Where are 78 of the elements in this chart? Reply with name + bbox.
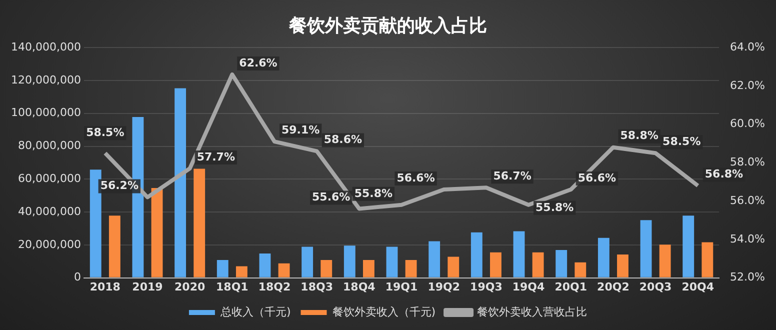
data-label: 58.5% bbox=[86, 126, 124, 139]
bar bbox=[174, 88, 186, 278]
bar bbox=[532, 252, 544, 278]
bar bbox=[302, 246, 314, 278]
bar bbox=[108, 216, 120, 278]
y-tick-label: 80,000,000 bbox=[18, 139, 81, 152]
data-label: 55.8% bbox=[354, 186, 393, 200]
bar bbox=[386, 246, 398, 278]
bar bbox=[556, 250, 568, 278]
bar bbox=[362, 260, 374, 278]
data-label: 59.1% bbox=[282, 123, 320, 136]
bar bbox=[259, 253, 271, 278]
bar bbox=[617, 254, 628, 278]
x-tick-label: 20Q2 bbox=[597, 280, 630, 294]
legend-label: 餐饮外卖收入（千元) bbox=[332, 305, 436, 318]
y-tick-label: 40,000,000 bbox=[18, 204, 81, 218]
bar bbox=[236, 266, 248, 278]
data-label: 56.2% bbox=[100, 179, 138, 192]
bar bbox=[344, 246, 356, 278]
data-label: 62.6% bbox=[239, 56, 278, 70]
bar bbox=[428, 241, 440, 278]
x-tick-label: 18Q2 bbox=[258, 280, 291, 294]
bar bbox=[194, 168, 206, 278]
bar bbox=[448, 256, 460, 278]
data-label: 58.5% bbox=[662, 134, 701, 148]
data-label: 55.6% bbox=[312, 190, 350, 204]
x-tick-label: 19Q2 bbox=[428, 280, 460, 294]
y2-tick-label: 60.0% bbox=[730, 117, 766, 130]
y2-tick-label: 58.0% bbox=[730, 156, 766, 169]
legend-label: 总收入（千元) bbox=[219, 305, 291, 318]
data-label: 58.8% bbox=[620, 129, 658, 142]
chart-title: 餐饮外卖贡献的收入占比 bbox=[288, 15, 487, 36]
x-tick-label: 20Q3 bbox=[639, 280, 672, 294]
bar bbox=[405, 260, 417, 278]
bar bbox=[640, 220, 652, 278]
y-tick-label: 0 bbox=[74, 270, 81, 284]
bar bbox=[682, 216, 694, 278]
y-tick-label: 60,000,000 bbox=[18, 172, 81, 185]
y-tick-label: 140,000,000 bbox=[10, 40, 81, 54]
bar bbox=[513, 231, 525, 278]
x-tick-label: 18Q1 bbox=[216, 280, 248, 294]
bar bbox=[320, 260, 332, 278]
x-tick-label: 20Q1 bbox=[554, 280, 588, 294]
bar bbox=[574, 262, 586, 278]
data-label: 56.6% bbox=[396, 171, 435, 184]
x-tick-label: 18Q4 bbox=[343, 280, 376, 294]
data-label: 56.7% bbox=[493, 170, 532, 182]
bar bbox=[278, 263, 290, 278]
bar bbox=[659, 244, 671, 278]
bar bbox=[470, 232, 482, 278]
bar bbox=[490, 252, 502, 278]
y2-tick-label: 64.0% bbox=[730, 40, 766, 54]
y-tick-label: 100,000,000 bbox=[10, 106, 81, 120]
y-tick-label: 120,000,000 bbox=[10, 73, 81, 86]
data-label: 56.8% bbox=[704, 168, 744, 181]
bar bbox=[216, 260, 228, 278]
y2-tick-label: 56.0% bbox=[730, 194, 766, 207]
x-tick-label: 19Q3 bbox=[470, 280, 502, 294]
y2-tick-label: 54.0% bbox=[730, 232, 766, 246]
x-tick-label: 2019 bbox=[132, 280, 163, 294]
y2-tick-label: 62.0% bbox=[730, 78, 766, 92]
y2-tick-label: 52.0% bbox=[730, 270, 766, 284]
data-label: 58.6% bbox=[324, 133, 362, 146]
bar bbox=[90, 170, 102, 278]
y-tick-label: 20,000,000 bbox=[18, 238, 81, 251]
x-tick-label: 2020 bbox=[174, 280, 206, 294]
data-label: 55.8% bbox=[536, 200, 574, 214]
x-tick-label: 2018 bbox=[90, 280, 120, 294]
x-tick-label: 18Q3 bbox=[300, 280, 333, 294]
bar bbox=[702, 242, 714, 278]
x-tick-label: 20Q4 bbox=[682, 280, 714, 294]
data-label: 56.6% bbox=[578, 171, 616, 184]
x-tick-label: 19Q4 bbox=[512, 280, 546, 294]
bar bbox=[151, 188, 163, 278]
bar bbox=[598, 238, 610, 278]
legend-label: 餐饮外卖收入营收占比 bbox=[477, 305, 588, 318]
x-tick-label: 19Q1 bbox=[385, 280, 418, 294]
data-label: 57.7% bbox=[196, 150, 235, 164]
